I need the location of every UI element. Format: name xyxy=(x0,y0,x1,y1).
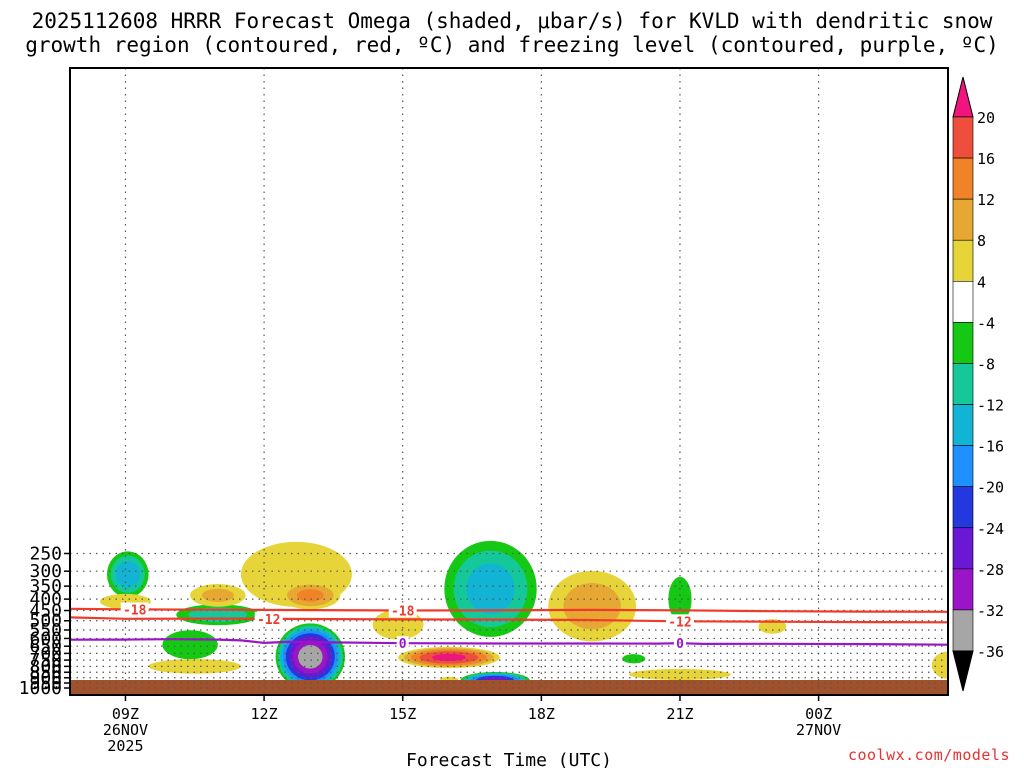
colorbar-under-triangle xyxy=(952,650,974,692)
contour-line--12 xyxy=(70,616,948,624)
x-tick-label-24-1: 27NOV xyxy=(796,721,841,739)
y-tick-label-400: 400 xyxy=(29,589,62,610)
colorbar-band-4 xyxy=(952,281,974,323)
omega-shading-layer xyxy=(100,540,948,691)
omega-region-15-band-0 xyxy=(622,654,646,664)
ground-strip xyxy=(70,680,948,695)
colorbar-label--36: -36 xyxy=(977,643,1004,661)
colorbar-label--24: -24 xyxy=(977,520,1004,538)
omega-region-8-band-7 xyxy=(297,644,323,669)
omega-region-17-band-0 xyxy=(629,668,731,681)
contour-label--18-0: -18 xyxy=(123,603,147,618)
y-tick-label-650: 650 xyxy=(29,636,62,657)
y-tick-label-750: 750 xyxy=(29,650,62,671)
colorbar-band-11 xyxy=(952,568,974,611)
y-tick-label-1000: 1000 xyxy=(19,678,62,699)
contour-layer: -18 -18 -12 -12 0 0 xyxy=(70,602,948,652)
ground-layer xyxy=(70,680,948,695)
y-tick-label-550: 550 xyxy=(29,620,62,641)
colorbar-label-20: 20 xyxy=(977,109,995,127)
colorbar-label--4: -4 xyxy=(977,314,995,332)
y-tick-label-600: 600 xyxy=(29,628,62,649)
y-tick-label-850: 850 xyxy=(29,662,62,683)
contour-label-0-1: 0 xyxy=(676,637,684,652)
y-tick-label-500: 500 xyxy=(29,611,62,632)
x-tick-label-12-0: 12Z xyxy=(251,705,278,723)
contour-label--12-1: -12 xyxy=(668,615,691,630)
y-tick-label-450: 450 xyxy=(29,601,62,622)
contour-line--18 xyxy=(70,607,948,613)
colorbar-band-1 xyxy=(952,157,974,200)
colorbar-label--28: -28 xyxy=(977,561,1004,579)
y-axis: 2503003504004505005506006507007508008509… xyxy=(19,543,70,699)
x-tick-label-9-2: 2025 xyxy=(107,737,143,755)
y-tick-label-900: 900 xyxy=(29,668,62,689)
omega-region-10-band-4 xyxy=(432,653,466,662)
x-tick-label-9-1: 26NOV xyxy=(103,721,148,739)
colorbar-band-5 xyxy=(952,322,974,364)
colorbar-label--16: -16 xyxy=(977,438,1004,456)
colorbar-band-10 xyxy=(952,527,974,570)
chart-title-line-1: 2025112608 HRRR Forecast Omega (shaded, … xyxy=(31,9,993,33)
x-tick-label-9-0: 09Z xyxy=(112,705,139,723)
omega-region-13-band-2 xyxy=(466,563,515,614)
contour-label-bg-1-1 xyxy=(665,614,694,629)
colorbar-label-16: 16 xyxy=(977,150,995,168)
colorbar-label--8: -8 xyxy=(977,355,995,373)
x-tick-label-24-0: 00Z xyxy=(805,705,832,723)
chart-title-line-2: growth region (contoured, red, ºC) and f… xyxy=(25,33,999,57)
colorbar-label-4: 4 xyxy=(977,273,986,291)
grid-layer xyxy=(70,68,948,695)
colorbar-band-9 xyxy=(952,486,974,529)
contour-label--12-0: -12 xyxy=(257,613,280,628)
omega-region-5-band-1 xyxy=(201,588,234,602)
contour-label-bg-0-1 xyxy=(388,603,417,618)
omega-region-7-band-2 xyxy=(296,589,324,602)
colorbar-band-12 xyxy=(952,609,974,652)
credit-text: coolwx.com/models xyxy=(847,746,1010,764)
colorbar-label-12: 12 xyxy=(977,191,995,209)
x-tick-label-18-0: 18Z xyxy=(528,705,555,723)
colorbar-band-0 xyxy=(952,116,974,159)
y-tick-label-250: 250 xyxy=(29,543,62,564)
contour-label-bg-2-0 xyxy=(396,636,409,651)
omega-colorbar: 20 16 12 8 4 -4 -8 -12 -16 -20 -24 -28 -32 -36 xyxy=(952,76,1004,692)
contour-label-bg-0-0 xyxy=(120,602,149,617)
colorbar-label--32: -32 xyxy=(977,602,1004,620)
colorbar-band-7 xyxy=(952,404,974,446)
contour-label-bg-2-1 xyxy=(673,636,686,651)
colorbar-band-6 xyxy=(952,363,974,405)
contour-label-bg-1-0 xyxy=(254,611,283,626)
y-tick-label-300: 300 xyxy=(29,561,62,582)
x-tick-label-15-0: 15Z xyxy=(389,705,416,723)
y-tick-label-800: 800 xyxy=(29,656,62,677)
colorbar-label--20: -20 xyxy=(977,479,1004,497)
colorbar-band-2 xyxy=(952,198,974,241)
contour-label--18-1: -18 xyxy=(391,605,415,620)
colorbar-label-8: 8 xyxy=(977,232,986,250)
colorbar-band-3 xyxy=(952,239,974,282)
colorbar-over-triangle xyxy=(952,76,974,118)
colorbar-label--12: -12 xyxy=(977,397,1004,415)
y-tick-label-950: 950 xyxy=(29,673,62,694)
y-tick-label-350: 350 xyxy=(29,576,62,597)
omega-region-14-band-1 xyxy=(563,583,621,630)
omega-region-0-band-2 xyxy=(115,561,140,588)
contour-label-0-0: 0 xyxy=(399,637,407,652)
x-tick-label-21-0: 21Z xyxy=(666,705,693,723)
x-axis-label: Forecast Time (UTC) xyxy=(406,750,612,768)
y-tick-label-700: 700 xyxy=(29,643,62,664)
plot-frame xyxy=(69,67,949,696)
colorbar-band-8 xyxy=(952,445,974,487)
omega-region-3-band-0 xyxy=(162,630,218,660)
